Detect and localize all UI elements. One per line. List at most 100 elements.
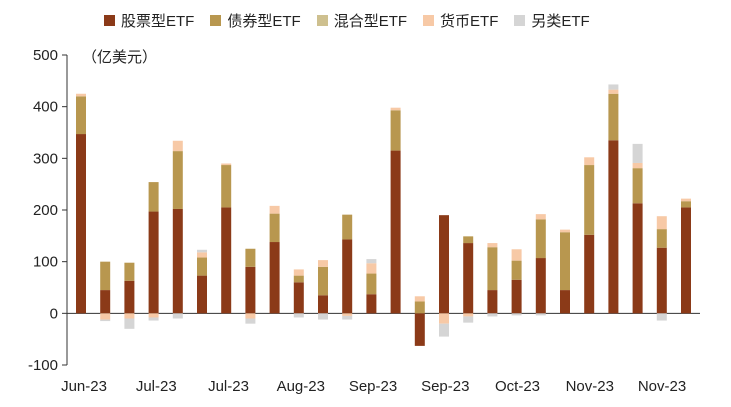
bar-segment [342, 315, 353, 320]
bar-segment [76, 93, 86, 97]
bar-segment [632, 143, 643, 163]
y-tick-label: 400 [33, 99, 58, 116]
bar-segment [366, 263, 377, 274]
y-tick-label: 500 [33, 47, 58, 64]
bar-segment [487, 247, 498, 291]
bar-segment [560, 229, 570, 233]
bar-segment [245, 266, 256, 314]
bar-segment [414, 313, 425, 346]
bar-segment [681, 198, 691, 202]
bar-segment [656, 216, 667, 230]
bar-segment [172, 313, 183, 319]
bar-segment [124, 318, 135, 329]
bar-segment [100, 261, 111, 291]
bar-segment [342, 214, 353, 240]
bar-segment [535, 214, 546, 220]
bar-segment [511, 249, 522, 261]
bar-segment [414, 296, 425, 302]
bar-segment [681, 201, 691, 208]
x-tick-label: Jun-23 [61, 378, 107, 395]
bar-segment [608, 140, 619, 314]
bar-segment [511, 260, 522, 280]
bar-segment [656, 229, 667, 248]
x-tick-label: Sep-23 [349, 378, 397, 395]
bar-segment [197, 275, 207, 314]
bar-segment [560, 232, 570, 291]
bar-segment [390, 107, 401, 111]
bar-segment [148, 313, 159, 318]
bar-segment [172, 208, 183, 314]
x-tick-label: Nov-23 [566, 378, 614, 395]
bar-segment [366, 294, 377, 314]
bar-segment [172, 140, 183, 152]
bar-segment [439, 323, 449, 337]
bar-segment [221, 207, 232, 314]
legend-label: 股票型ETF [121, 13, 195, 30]
y-tick-label: -100 [28, 357, 58, 374]
x-tick-label: Jul-23 [208, 378, 249, 395]
bar-segment [197, 257, 207, 276]
bar-segment [487, 243, 498, 248]
legend-swatch [423, 15, 435, 26]
bar-segment [608, 93, 619, 141]
x-tick-label: Aug-23 [277, 378, 325, 395]
y-tick-label: 0 [50, 305, 58, 322]
bar-segment [197, 252, 207, 258]
bar-segment [293, 275, 304, 283]
bar-segment [487, 313, 498, 317]
bar-segment [197, 249, 207, 253]
legend-item: 混合型ETF [316, 10, 407, 31]
bar-segment [439, 313, 449, 324]
y-tick-label: 100 [33, 254, 58, 271]
bar-segment [221, 165, 232, 208]
y-tick-label: 300 [33, 150, 58, 167]
bar-segment [76, 96, 86, 135]
bar-segment [318, 266, 328, 296]
bar-segment [463, 236, 474, 244]
bar-segment [535, 219, 546, 259]
legend-swatch [316, 15, 328, 26]
bar-segment [293, 313, 304, 318]
bar-segment [148, 317, 159, 321]
bar-segment [632, 203, 643, 314]
bar-segment [487, 290, 498, 314]
bar-segment [100, 290, 111, 314]
x-tick-label: Sep-23 [421, 378, 469, 395]
legend-swatch [210, 15, 222, 26]
bar-segment [172, 151, 183, 209]
bar-segment [463, 243, 474, 314]
bar-segment [535, 258, 546, 314]
bar-segment [318, 295, 328, 314]
bar-segment [511, 279, 522, 314]
x-tick-label: Nov-23 [638, 378, 686, 395]
bar-segment [560, 290, 570, 314]
legend-swatch [514, 15, 526, 26]
bar-segment [608, 84, 619, 90]
bar-segment [318, 313, 328, 320]
bar-segment [535, 313, 546, 316]
bar-segment [439, 215, 449, 314]
legend-swatch [104, 15, 115, 26]
bar-segment [245, 313, 256, 319]
bar-segment [632, 168, 643, 204]
bar-segment [584, 234, 595, 314]
bar-segment [269, 205, 280, 214]
bar-segment [390, 110, 401, 151]
legend-label: 货币ETF [440, 13, 499, 30]
bar-segment [608, 89, 619, 94]
bar-segment [293, 282, 304, 314]
bar-segment [463, 316, 474, 323]
unit-label: （亿美元） [82, 49, 158, 66]
bar-segment [390, 150, 401, 314]
bar-segment [124, 280, 135, 314]
legend-item: 股票型ETF [104, 10, 194, 31]
bar-segment [100, 319, 111, 322]
x-tick-label: Oct-23 [495, 378, 540, 395]
x-tick-label: Jul-23 [136, 378, 177, 395]
bar-segment [245, 248, 256, 267]
bar-segment [511, 313, 522, 316]
bar-segment [656, 313, 667, 321]
bar-segment [366, 273, 377, 295]
bar-segment [124, 313, 135, 319]
